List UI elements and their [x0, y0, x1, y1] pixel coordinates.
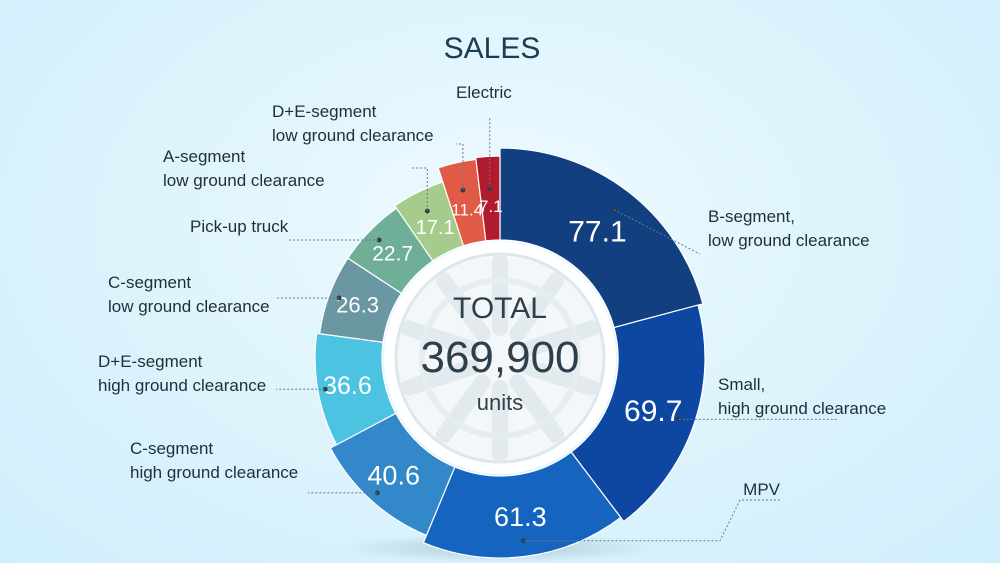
value-label-pick-up-truck: 22.7 — [372, 243, 413, 266]
value-label-d-e-segment-low-ground-clearance: 11.4 — [451, 201, 483, 220]
category-label-c-segment-high-ground-clearance-line2: high ground clearance — [130, 463, 298, 482]
slice-small-high-ground-clearance — [570, 304, 706, 523]
category-label-pick-up-truck: Pick-up truck — [190, 217, 289, 236]
category-label-d-e-segment-low-ground-clearance-line2: low ground clearance — [272, 126, 434, 145]
value-label-small-high-ground-clearance: 69.7 — [624, 395, 682, 428]
hub-spoke — [435, 374, 491, 444]
category-label-d-e-segment-high-ground-clearance-line2: high ground clearance — [98, 376, 266, 395]
center-total-label: TOTAL — [453, 292, 547, 325]
center-total-value: 369,900 — [420, 333, 579, 382]
slice-c-segment-high-ground-clearance — [329, 412, 456, 537]
value-label-c-segment-high-ground-clearance: 40.6 — [367, 460, 420, 490]
hub-spoke — [400, 320, 480, 357]
category-label-small-high-ground-clearance-line2: high ground clearance — [718, 399, 886, 418]
category-label-a-segment-low-ground-clearance-line2: low ground clearance — [163, 171, 325, 190]
category-label-a-segment-low-ground-clearance-line1: A-segment — [163, 147, 245, 166]
category-label-c-segment-high-ground-clearance-line1: C-segment — [130, 439, 213, 458]
slice-mpv — [422, 451, 622, 559]
hub-spoke — [520, 320, 600, 357]
center-units-label: units — [477, 390, 523, 415]
category-label-small-high-ground-clearance-line1: Small, — [718, 375, 765, 394]
category-label-electric: Electric — [456, 83, 512, 102]
hub-spoke — [509, 272, 565, 342]
category-label-b-segment-low-ground-clearance-line1: B-segment, — [708, 207, 795, 226]
hub-spoke — [520, 359, 600, 396]
slice-group — [314, 147, 706, 559]
category-label-d-e-segment-high-ground-clearance-line1: D+E-segment — [98, 352, 203, 371]
slice-d-e-segment-high-ground-clearance — [314, 332, 397, 446]
value-label-b-segment-low-ground-clearance: 77.1 — [568, 216, 626, 249]
value-label-d-e-segment-high-ground-clearance: 36.6 — [323, 372, 372, 400]
chart-title: SALES — [444, 32, 541, 65]
leader-dot-small-high-ground-clearance — [676, 416, 682, 422]
value-label-a-segment-low-ground-clearance: 17.1 — [416, 217, 455, 239]
hub-spoke — [400, 359, 480, 396]
leader-dot-a-segment-low-ground-clearance — [424, 208, 430, 214]
callout-group: B-segment, low ground clearance Small, high… — [98, 83, 886, 544]
category-label-c-segment-low-ground-clearance-line1: C-segment — [108, 273, 191, 292]
slice-b-segment-low-ground-clearance — [499, 147, 704, 329]
value-label-electric: 7.1 — [479, 197, 503, 216]
hub-spoke — [435, 272, 491, 342]
category-label-d-e-segment-low-ground-clearance-line1: D+E-segment — [272, 102, 377, 121]
category-label-b-segment-low-ground-clearance-line2: low ground clearance — [708, 231, 870, 250]
center-hub — [384, 242, 616, 474]
leader-line-b-segment-low-ground-clearance — [613, 209, 701, 255]
category-label-mpv: MPV — [743, 480, 781, 499]
category-label-c-segment-low-ground-clearance-line2: low ground clearance — [108, 297, 270, 316]
value-label-mpv: 61.3 — [494, 502, 547, 532]
value-label-c-segment-low-ground-clearance: 26.3 — [336, 293, 379, 318]
value-label-group: 77.1 69.7 61.3 40.6 36.6 26.3 22.717.111.47.1 — [323, 197, 682, 532]
hub-inner-ring — [419, 277, 581, 439]
hub-spoke — [509, 374, 565, 444]
slice-electric — [475, 155, 501, 242]
